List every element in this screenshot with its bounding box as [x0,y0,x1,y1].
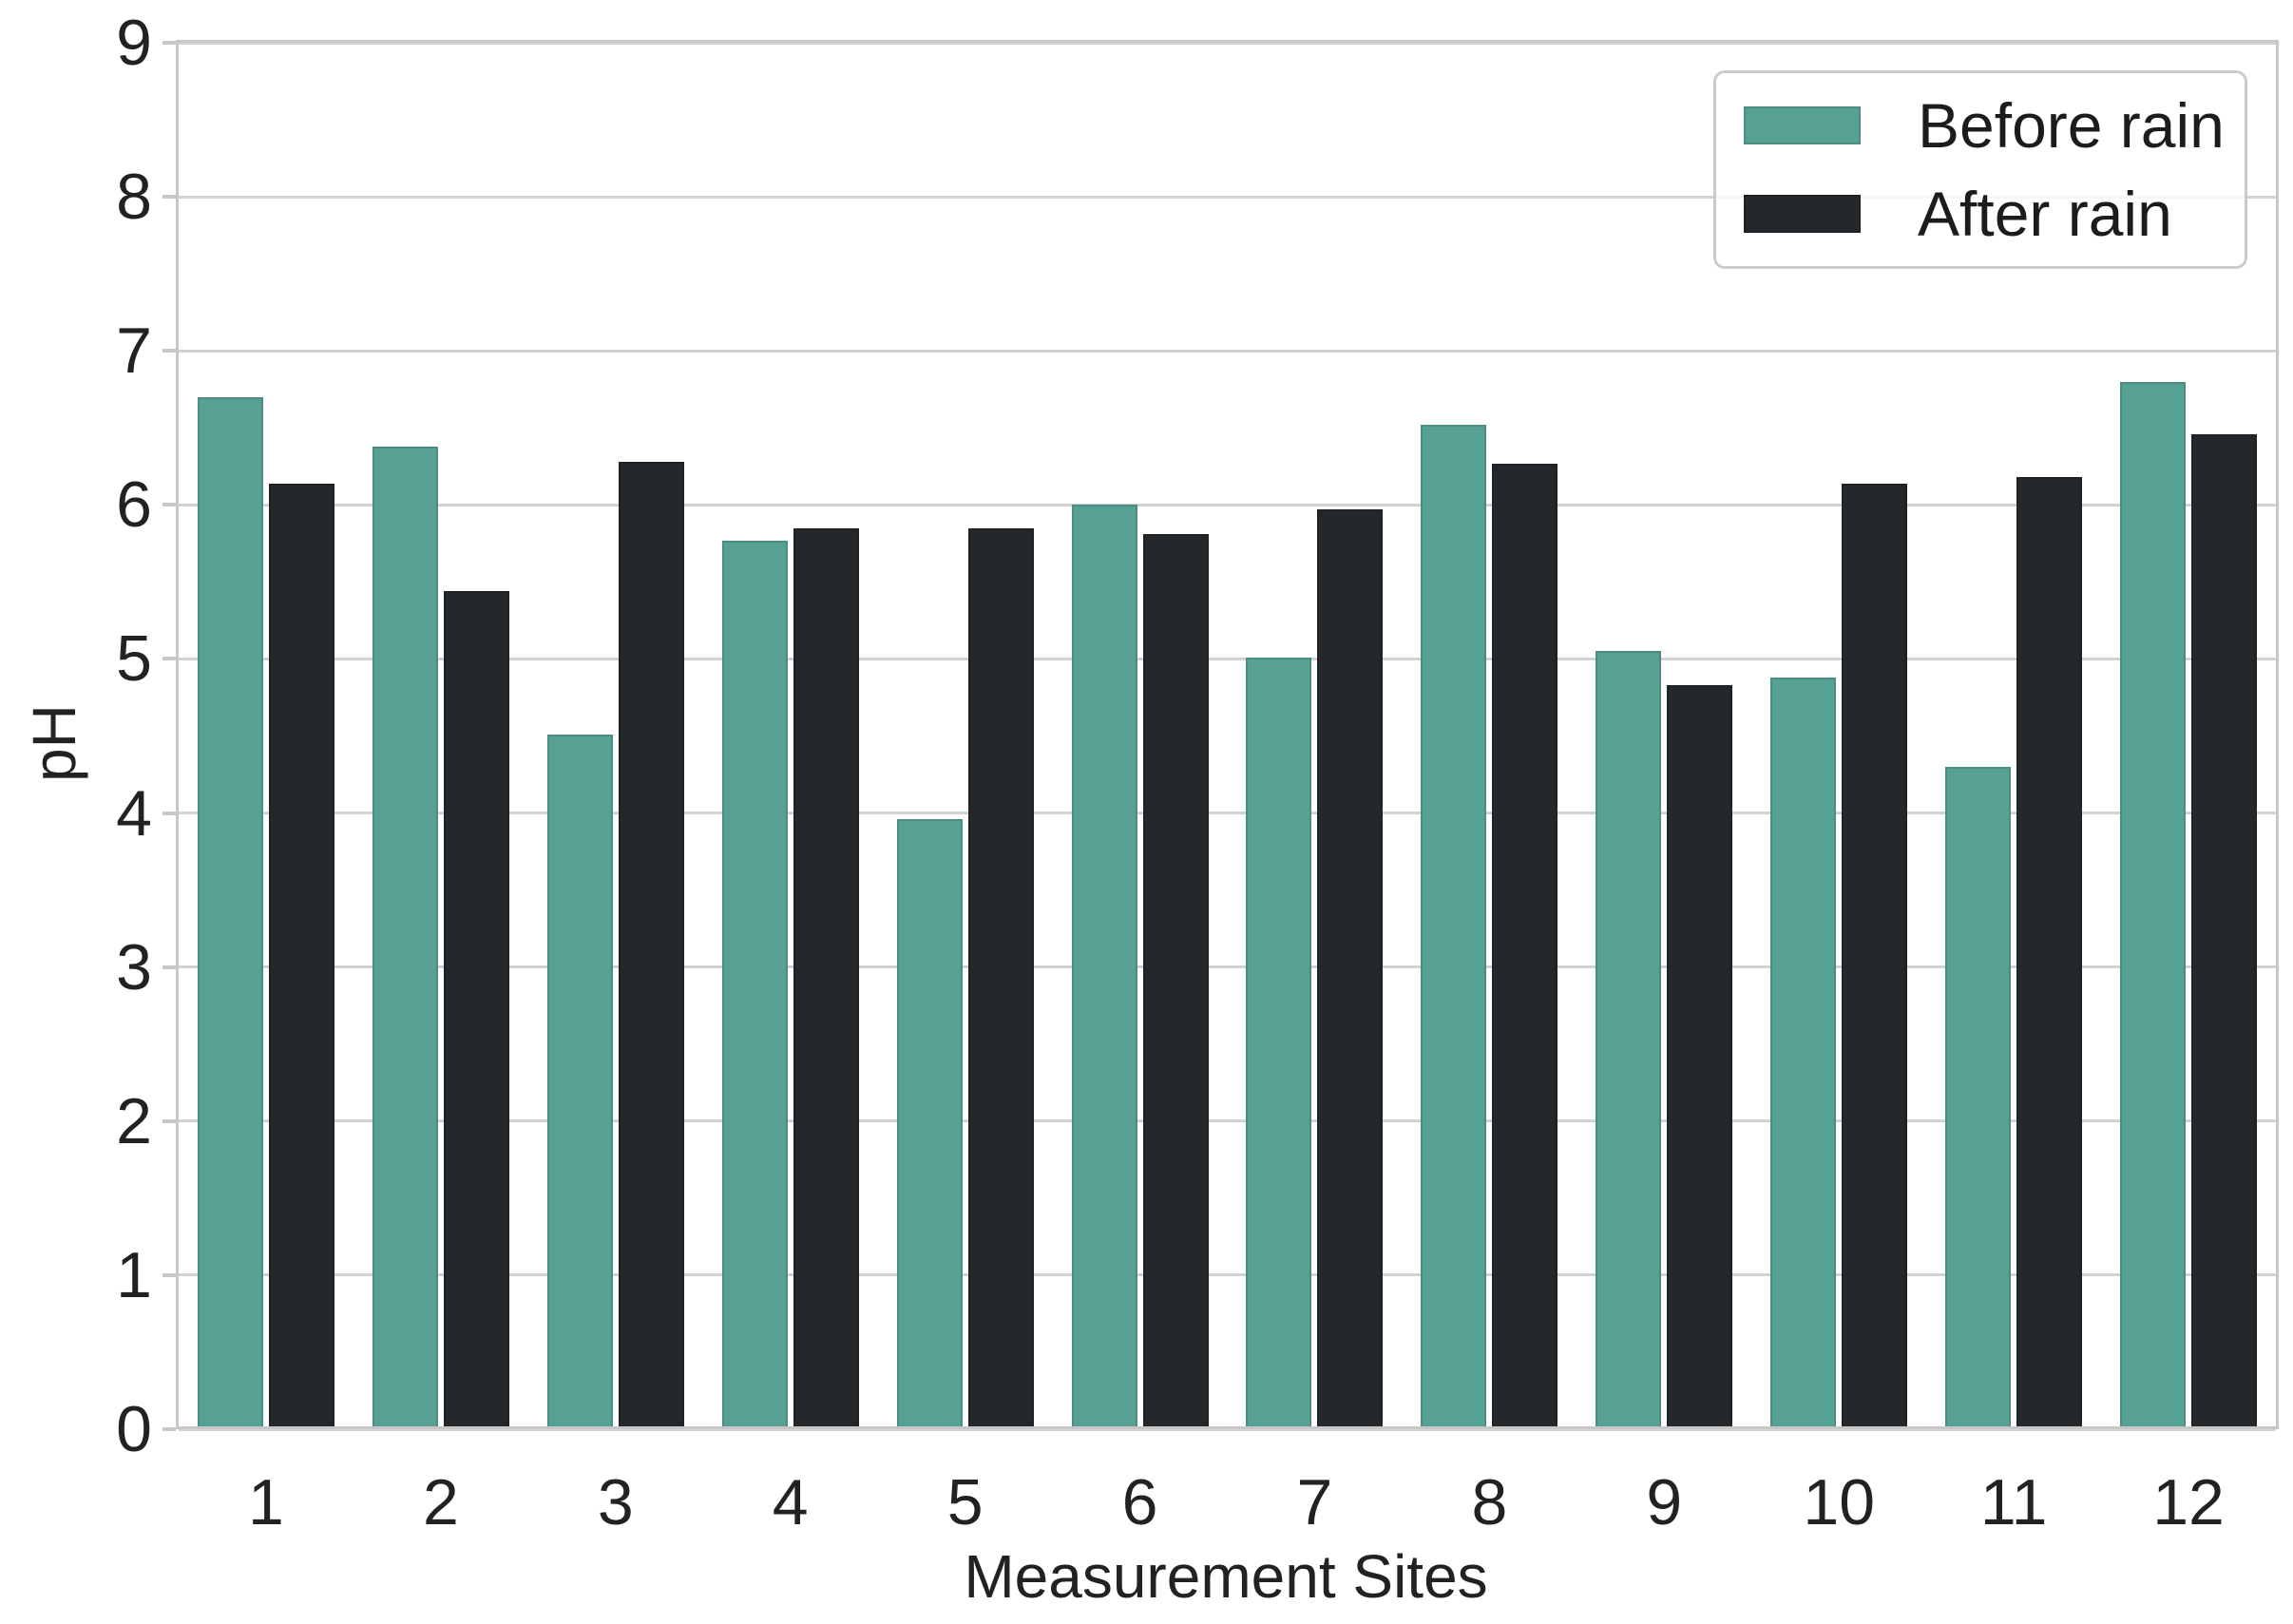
bar-after-rain-site-8 [1492,463,1558,1429]
bar-after-rain-site-11 [2016,477,2083,1429]
x-tick-label-9: 9 [1646,1466,1683,1538]
gridline-y-4 [179,812,2276,815]
x-tick-label-3: 3 [597,1466,634,1538]
legend-swatch-after-rain [1744,195,1861,233]
gridline-y-3 [179,965,2276,969]
y-tick-mark-8 [162,195,176,200]
bar-after-rain-site-2 [443,591,509,1429]
y-tick-label-8: 8 [116,161,152,234]
legend: Before rain After rain [1713,70,2247,269]
y-tick-label-4: 4 [116,776,152,850]
legend-label-before-rain: Before rain [1918,90,2225,161]
y-tick-mark-6 [162,503,176,507]
bar-before-rain-site-5 [896,819,963,1429]
bar-before-rain-site-3 [546,734,613,1429]
y-tick-mark-7 [162,349,176,353]
y-tick-mark-3 [162,965,176,969]
x-tick-label-10: 10 [1803,1466,1876,1538]
bar-after-rain-site-1 [268,483,334,1429]
bar-before-rain-site-9 [1596,651,1662,1429]
bar-after-rain-site-9 [1667,685,1733,1429]
bar-before-rain-site-1 [197,396,263,1429]
bar-before-rain-site-10 [1770,677,1837,1429]
bar-after-rain-site-7 [1317,509,1384,1429]
x-tick-label-6: 6 [1121,1466,1158,1538]
bar-before-rain-site-11 [1945,766,2012,1429]
y-tick-label-0: 0 [116,1393,152,1465]
gridline-y-9 [179,41,2276,45]
bar-before-rain-site-12 [2120,381,2187,1429]
plot-area [162,40,2279,1431]
bottom-spine [176,1426,2279,1429]
left-spine [176,40,179,1429]
gridline-y-6 [179,503,2276,506]
x-tick-label-4: 4 [772,1466,809,1538]
y-tick-mark-1 [162,1272,176,1277]
x-tick-label-2: 2 [422,1466,459,1538]
bar-after-rain-site-12 [2191,433,2258,1429]
y-tick-label-2: 2 [116,1084,152,1157]
bar-after-rain-site-6 [1142,534,1209,1429]
top-spine [176,40,2279,43]
legend-item-after-rain: After rain [1716,170,2245,258]
x-tick-label-12: 12 [2152,1466,2225,1538]
gridline-y-8 [179,195,2276,199]
legend-label-after-rain: After rain [1918,179,2172,249]
y-tick-label-5: 5 [116,622,152,696]
gridline-y-1 [179,1273,2276,1277]
y-tick-mark-4 [162,811,176,815]
legend-item-before-rain: Before rain [1716,82,2245,170]
x-tick-label-8: 8 [1471,1466,1508,1538]
gridline-y-0 [179,1427,2276,1431]
x-tick-label-7: 7 [1296,1466,1333,1538]
bar-before-rain-site-6 [1071,505,1137,1429]
gridline-y-5 [179,657,2276,660]
bar-after-rain-site-3 [618,461,684,1429]
y-tick-label-6: 6 [116,468,152,542]
bar-before-rain-site-4 [721,540,788,1429]
bar-after-rain-site-5 [967,527,1034,1429]
bar-after-rain-site-4 [793,527,859,1429]
y-tick-mark-5 [162,657,176,661]
bar-after-rain-site-10 [1842,483,1908,1429]
x-axis-title: Measurement Sites [964,1542,1488,1611]
y-tick-label-1: 1 [116,1238,152,1311]
y-tick-label-9: 9 [116,7,152,79]
gridline-y-2 [179,1119,2276,1123]
x-tick-label-11: 11 [1979,1466,2048,1538]
right-spine [2276,40,2279,1429]
y-tick-label-7: 7 [116,315,152,388]
y-tick-mark-0 [162,1427,176,1431]
y-tick-label-3: 3 [116,930,152,1003]
bar-before-rain-site-8 [1421,425,1487,1429]
y-tick-mark-2 [162,1118,176,1123]
legend-rows: Before rain After rain [1716,82,2245,258]
y-tick-mark-9 [162,41,176,45]
legend-swatch-before-rain [1744,106,1861,144]
x-tick-label-1: 1 [248,1466,284,1538]
x-tick-label-5: 5 [946,1466,984,1538]
gridline-y-7 [179,349,2276,353]
bar-before-rain-site-7 [1246,657,1312,1429]
bar-before-rain-site-2 [372,446,438,1429]
